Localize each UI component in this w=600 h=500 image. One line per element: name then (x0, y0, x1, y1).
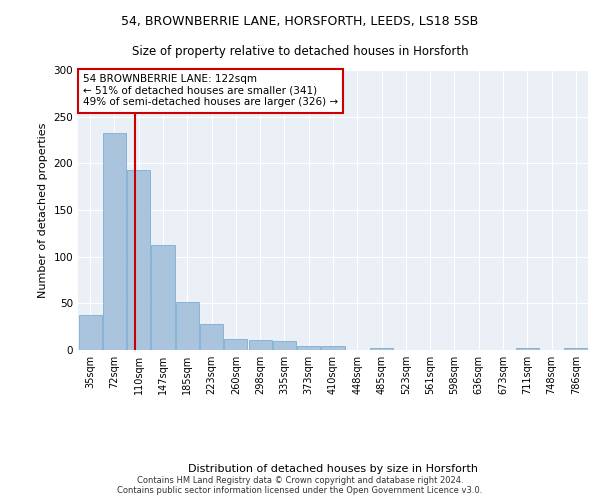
Bar (248, 340, 272, 350)
Bar (370, 348, 393, 350)
Bar (151, 246, 175, 350)
Bar (79, 316, 101, 350)
Bar (565, 348, 587, 350)
Bar (322, 346, 344, 350)
Text: Size of property relative to detached houses in Horsforth: Size of property relative to detached ho… (131, 45, 469, 58)
Bar (103, 134, 126, 350)
Y-axis label: Number of detached properties: Number of detached properties (38, 122, 48, 298)
Text: 54 BROWNBERRIE LANE: 122sqm
← 51% of detached houses are smaller (341)
49% of se: 54 BROWNBERRIE LANE: 122sqm ← 51% of det… (83, 74, 338, 108)
Bar (297, 346, 320, 350)
X-axis label: Distribution of detached houses by size in Horsforth: Distribution of detached houses by size … (188, 464, 478, 473)
Bar (224, 339, 247, 350)
Bar (200, 324, 223, 350)
Text: 54, BROWNBERRIE LANE, HORSFORTH, LEEDS, LS18 5SB: 54, BROWNBERRIE LANE, HORSFORTH, LEEDS, … (121, 15, 479, 28)
Bar (127, 170, 150, 350)
Text: Contains HM Land Registry data © Crown copyright and database right 2024.
Contai: Contains HM Land Registry data © Crown c… (118, 476, 482, 495)
Bar (176, 302, 199, 350)
Bar (516, 348, 539, 350)
Bar (273, 340, 296, 350)
